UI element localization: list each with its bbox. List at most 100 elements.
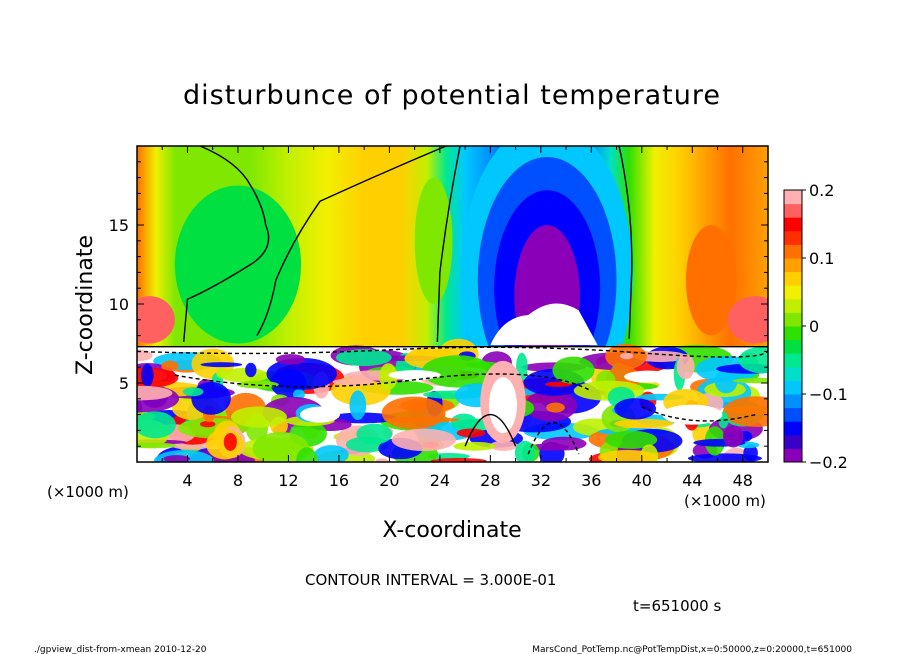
saturated-region (490, 303, 598, 346)
colorbar-step (784, 448, 802, 463)
x-tick-label: 40 (632, 471, 652, 490)
lower-layer-cell (191, 381, 231, 415)
colorbar-step (784, 394, 802, 409)
colorbar-step (784, 244, 802, 259)
saturated-region (299, 406, 340, 423)
zero-contour (618, 146, 633, 339)
lower-layer-cell (223, 433, 237, 451)
y-tick-label: 10 (109, 295, 129, 314)
x-tick-label: 28 (480, 471, 500, 490)
colorbar-step (784, 230, 802, 245)
colorbar-step (784, 380, 802, 395)
lower-layer-cell (614, 418, 674, 429)
lower-layer-cell (231, 406, 287, 428)
contour-line (464, 414, 517, 447)
lower-layer-cell (236, 380, 279, 389)
colorbar-step (784, 298, 802, 313)
lower-layer-cell (391, 428, 456, 452)
y-tick-label: 5 (119, 374, 129, 393)
field-blob (174, 185, 302, 344)
x-tick-label: 12 (278, 471, 298, 490)
colorbar-step (784, 271, 802, 286)
z-unit-label: (×1000 m) (47, 483, 129, 501)
lower-layer-cell (137, 349, 153, 362)
colorbar-step (784, 285, 802, 300)
lower-layer-cell (314, 445, 349, 462)
lower-layer-cell (450, 413, 477, 431)
chart-title: disturbunce of potential temperature (183, 80, 721, 111)
colorbar-step (784, 434, 802, 449)
colorbar-step (784, 217, 802, 232)
lower-layer-cell (182, 387, 204, 397)
colorbar-tick-label: −0.2 (809, 453, 848, 472)
lower-layer-cell (722, 396, 768, 427)
zero-contour (256, 146, 447, 336)
zero-contour (436, 146, 461, 342)
lower-layer-cell (137, 385, 173, 401)
x-tick-label: 36 (581, 471, 601, 490)
lower-layer-cell (266, 357, 337, 390)
lower-layer-cell (379, 363, 398, 391)
lower-layer-cell (199, 420, 216, 428)
lower-layer-cell (722, 425, 744, 448)
lower-layer-cell (219, 367, 269, 383)
y-axis-label: Z-coordinate (73, 235, 98, 375)
zero-contour (182, 146, 270, 342)
saturated-region (388, 370, 441, 381)
colorbar-tick-label: −0.1 (809, 385, 848, 404)
lower-layer-cell (137, 411, 176, 439)
lower-layer-cell (427, 453, 470, 460)
lower-layer-cell (200, 362, 243, 368)
colorbar-step (784, 407, 802, 422)
x-axis: 4 8 12 16 20 24 28 32 36 40 44 48 (161, 146, 753, 490)
x-tick-label: 24 (430, 471, 450, 490)
colorbar-step (784, 190, 802, 205)
lower-layer-cell (384, 417, 460, 423)
colorbar-steps (784, 190, 802, 463)
potential-temperature-field (137, 146, 768, 462)
x-tick-label: 44 (682, 471, 702, 490)
lower-layer-cell (614, 398, 657, 420)
x-tick-label: 8 (233, 471, 243, 490)
colorbar-step (784, 353, 802, 368)
lower-layer-cell (349, 390, 367, 420)
lower-layer-cell (332, 378, 375, 386)
lower-layer-cell (544, 381, 573, 387)
lower-layer-cell (597, 450, 658, 462)
lower-layer-cell (714, 370, 738, 394)
lower-layer-cell (137, 442, 177, 449)
dashed-contour (527, 422, 580, 455)
colorbar-step (784, 339, 802, 354)
lower-layer-cell (381, 396, 446, 430)
lower-layer-cell (216, 367, 227, 379)
lower-layer-cell (687, 453, 762, 462)
lower-layer-cell (375, 458, 389, 462)
colorbar-step (784, 421, 802, 436)
dashed-contour (137, 346, 768, 358)
lower-layer-cell (604, 430, 658, 449)
x-tick-label: 4 (182, 471, 192, 490)
warm-patch (685, 224, 737, 336)
y-axis: 5 10 15 (109, 161, 768, 447)
warm-patch (137, 296, 175, 344)
cold-column-core (514, 225, 580, 368)
x-tick-label: 16 (329, 471, 349, 490)
lower-layer-cell (141, 363, 154, 387)
x-tick-label: 20 (379, 471, 399, 490)
lower-layer-cell (620, 352, 634, 360)
x-axis-label: X-coordinate (382, 518, 521, 543)
colorbar-step (784, 258, 802, 273)
lower-layer-cell (738, 346, 768, 374)
saturated-region (488, 377, 517, 434)
lower-layer-cell (676, 353, 695, 380)
y-tick-label: 15 (109, 216, 129, 235)
saturated-region (662, 404, 723, 425)
lower-layer-cell (430, 458, 487, 462)
colorbar-tick-label: 0.2 (809, 181, 834, 200)
x-tick-label: 32 (531, 471, 551, 490)
lower-layer-cell (453, 441, 496, 451)
lower-layer-cell (732, 377, 768, 384)
footer-left: ./gpview_dist-from-xmean 2010-12-20 (34, 645, 207, 654)
